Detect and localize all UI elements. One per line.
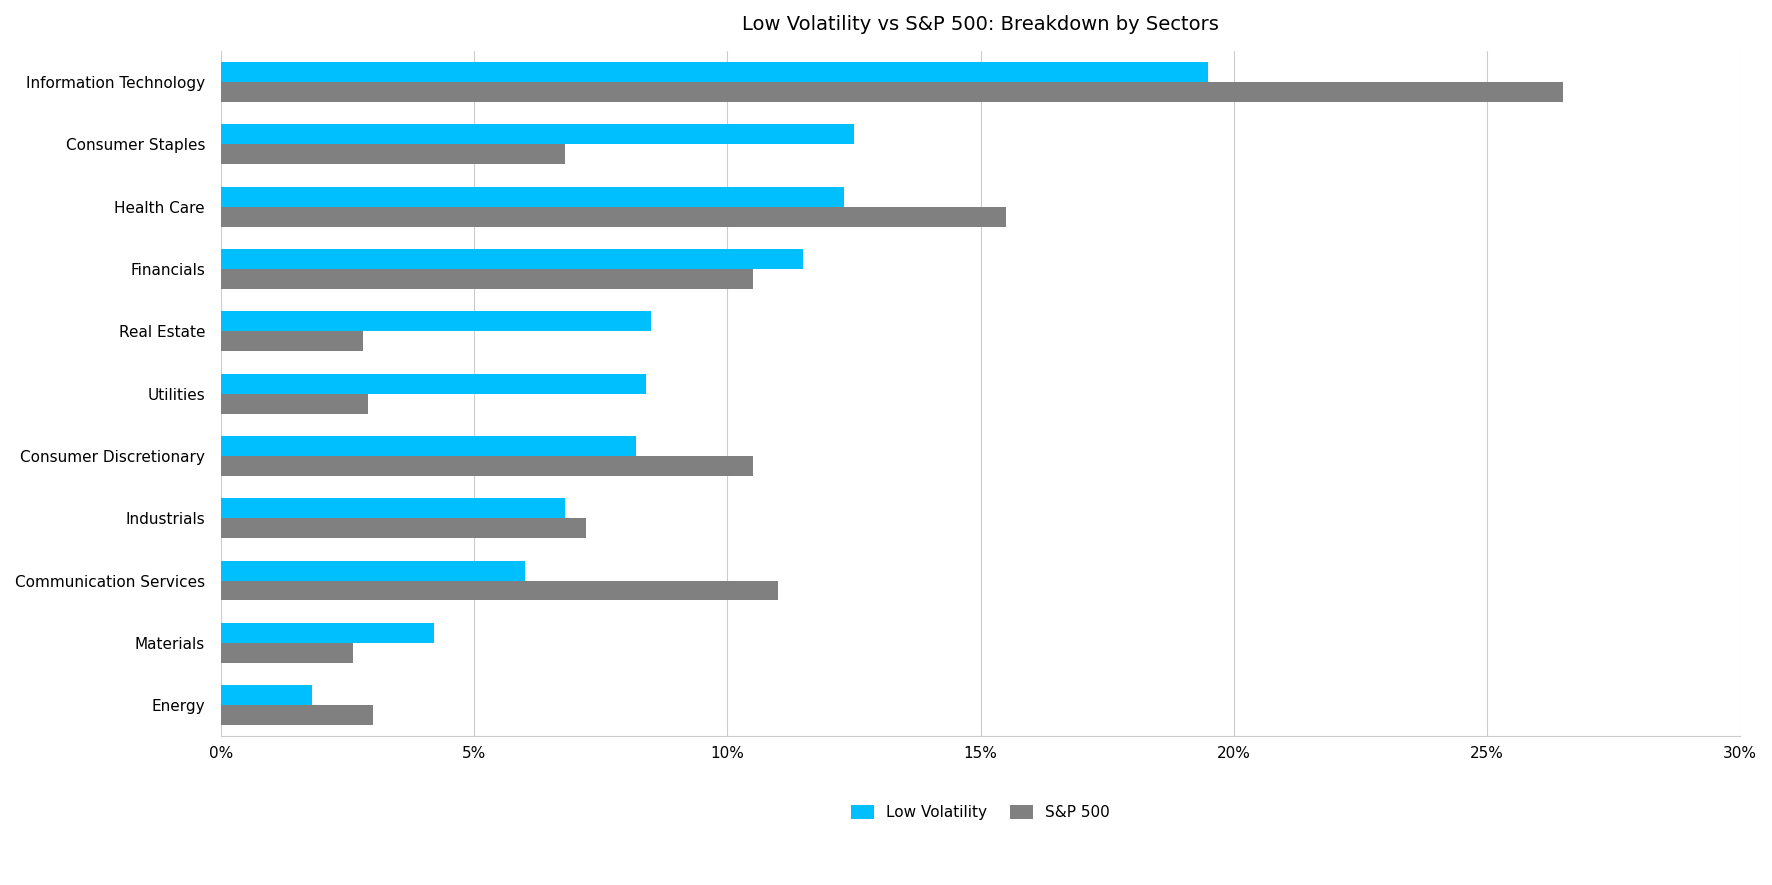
Bar (222, 206, 1006, 227)
Bar (222, 331, 363, 351)
Bar (222, 269, 753, 289)
Legend: Low Volatility, S&P 500: Low Volatility, S&P 500 (845, 799, 1116, 826)
Title: Low Volatility vs S&P 500: Breakdown by Sectors: Low Volatility vs S&P 500: Breakdown by … (742, 15, 1219, 34)
Bar (222, 581, 778, 600)
Bar (222, 643, 353, 663)
Bar (222, 685, 312, 705)
Bar (222, 436, 636, 456)
Bar (222, 560, 525, 581)
Bar (222, 82, 1563, 102)
Bar (222, 498, 565, 519)
Bar (222, 705, 372, 725)
Bar (222, 249, 803, 269)
Bar (222, 623, 434, 643)
Bar (222, 62, 1209, 82)
Bar (222, 144, 565, 165)
Bar (222, 394, 369, 413)
Bar (222, 312, 652, 331)
Bar (222, 125, 854, 144)
Bar (222, 456, 753, 476)
Bar (222, 373, 647, 394)
Bar (222, 519, 585, 538)
Bar (222, 187, 843, 206)
